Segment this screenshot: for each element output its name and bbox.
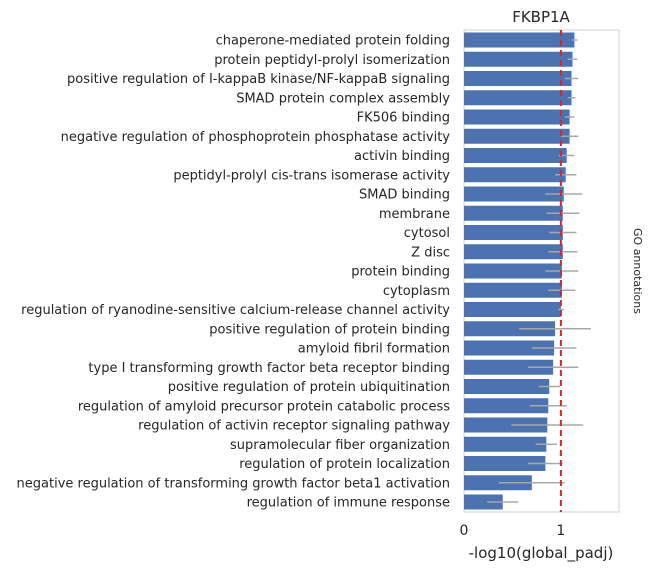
category-label: negative regulation of phosphoprotein ph…	[61, 130, 451, 145]
category-label: negative regulation of transforming grow…	[17, 476, 450, 491]
bar	[464, 282, 562, 298]
category-label: regulation of ryanodine-sensitive calciu…	[21, 303, 450, 318]
bar	[464, 398, 549, 414]
category-label: positive regulation of protein binding	[209, 322, 450, 337]
category-label: membrane	[379, 207, 450, 222]
bar	[464, 263, 562, 279]
category-label: SMAD binding	[359, 188, 450, 203]
category-label: positive regulation of protein ubiquitin…	[168, 380, 450, 395]
category-label: cytoplasm	[383, 284, 450, 299]
category-label: regulation of immune response	[247, 496, 450, 511]
bar	[464, 436, 547, 452]
bar	[464, 494, 503, 510]
category-label: SMAD protein complex assembly	[236, 91, 450, 106]
category-label: positive regulation of I-kappaB kinase/N…	[67, 72, 450, 87]
category-label: activin binding	[354, 149, 450, 164]
bar	[464, 167, 566, 183]
category-label: regulation of amyloid precursor protein …	[78, 399, 450, 414]
bar	[464, 321, 556, 337]
chart-title: FKBP1A	[512, 8, 570, 26]
bar	[464, 225, 563, 240]
right-axis-label: GO annotations	[631, 228, 644, 314]
category-label: regulation of protein localization	[239, 457, 450, 472]
bar	[464, 475, 532, 491]
category-label: protein binding	[351, 265, 450, 280]
bar	[464, 205, 563, 221]
category-label: protein peptidyl-prolyl isomerization	[214, 53, 450, 68]
bar	[464, 51, 573, 67]
category-label: cytosol	[404, 226, 450, 241]
errorbars-group	[487, 39, 591, 503]
bar	[464, 32, 575, 48]
category-label: amyloid fibril formation	[298, 342, 450, 357]
bar	[464, 71, 572, 86]
bar	[464, 128, 570, 144]
x-axis-label: -log10(global_padj)	[469, 544, 614, 563]
bar	[464, 359, 554, 375]
category-label: peptidyl-prolyl cis-trans isomerase acti…	[173, 168, 450, 183]
bar	[464, 244, 563, 260]
category-labels-group: chaperone-mediated protein folding protei…	[17, 34, 451, 511]
category-label: regulation of activin receptor signaling…	[138, 419, 450, 434]
category-label: supramolecular fiber organization	[230, 438, 450, 453]
bar	[464, 340, 555, 356]
bar	[464, 90, 572, 106]
bar	[464, 379, 550, 394]
bar	[464, 302, 561, 317]
bar	[464, 148, 567, 163]
bar	[464, 417, 548, 433]
x-tick-label: 1	[556, 523, 565, 539]
category-label: type I transforming growth factor beta r…	[88, 361, 450, 376]
category-label: FK506 binding	[357, 111, 450, 126]
category-label: Z disc	[411, 245, 450, 260]
bar	[464, 109, 570, 125]
x-tick-label: 0	[460, 523, 469, 539]
bar	[464, 186, 564, 202]
category-label: chaperone-mediated protein folding	[216, 34, 450, 49]
bars-group	[464, 32, 575, 510]
bar	[464, 456, 546, 471]
